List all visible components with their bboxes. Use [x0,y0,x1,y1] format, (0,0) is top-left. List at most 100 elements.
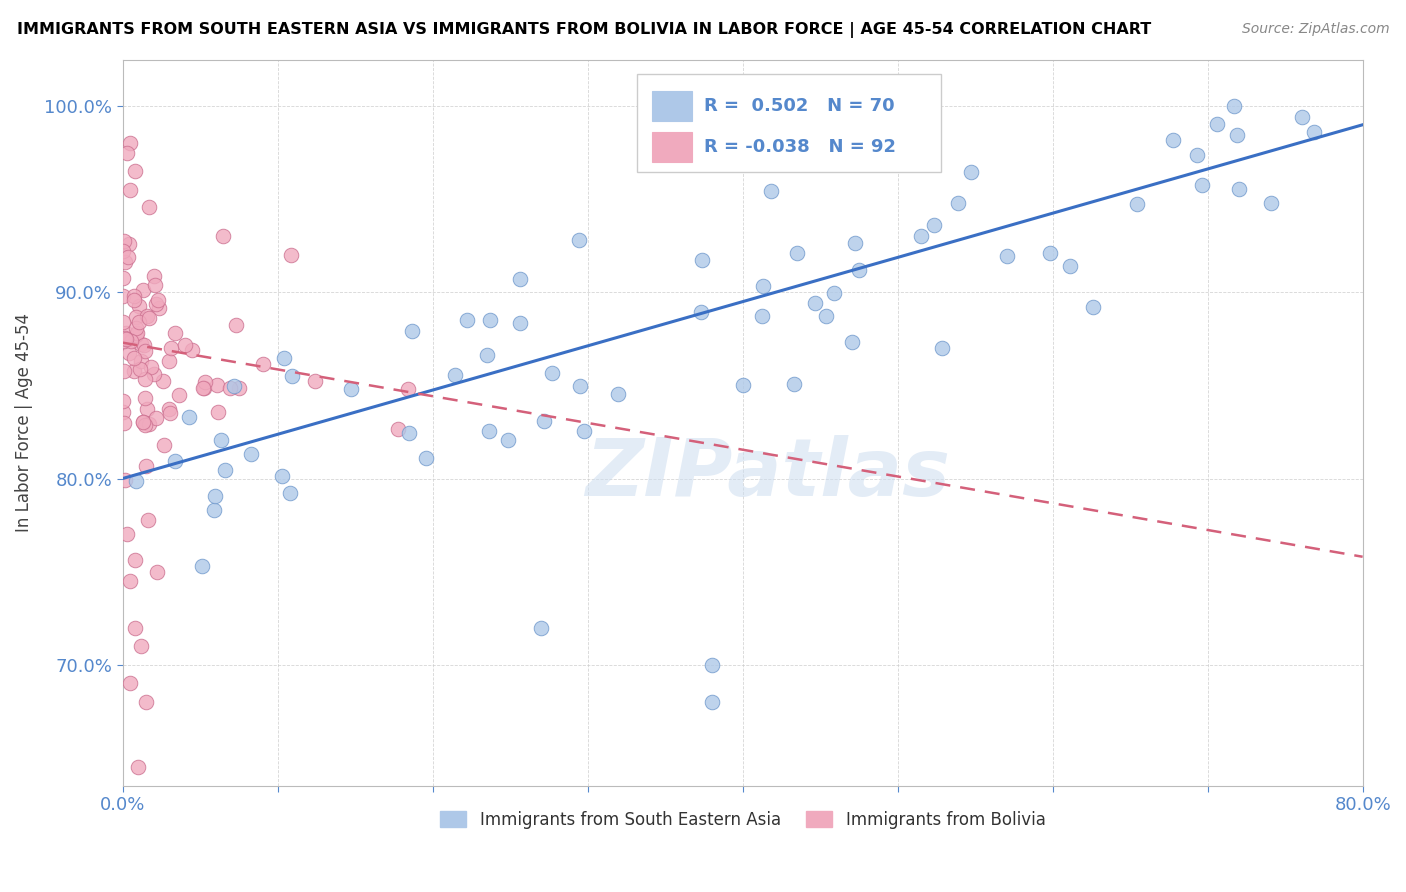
Point [111,288,134,302]
Point [995,248,1018,262]
Point [401,324,423,338]
Point [568,233,591,247]
Point [281,369,304,384]
Point [228,381,250,395]
Point [112,364,135,378]
Point [163,326,186,340]
Point [751,309,773,323]
Point [127,760,149,774]
Point [273,351,295,366]
Point [120,136,142,151]
Point [118,237,141,252]
Point [456,313,478,327]
Point [157,354,180,368]
Point [112,234,135,248]
Point [125,327,148,342]
Point [128,299,150,313]
Point [304,374,326,388]
Point [214,463,236,477]
Point [841,334,863,349]
Point [129,353,152,368]
Point [124,310,146,324]
Point [194,375,217,389]
Point [731,378,754,392]
Point [218,381,240,395]
Point [125,326,148,340]
Point [1161,133,1184,147]
Point [692,253,714,268]
Point [910,229,932,244]
Point [415,451,437,466]
Y-axis label: In Labor Force | Age 45-54: In Labor Force | Age 45-54 [15,313,32,533]
Point [782,377,804,392]
Point [225,318,247,332]
Point [700,657,723,672]
Bar [652,132,692,162]
Point [148,293,170,307]
Point [224,379,246,393]
Point [145,565,167,579]
Point [132,415,155,429]
Point [1081,300,1104,314]
Point [134,417,156,432]
Point [496,433,519,447]
Point [207,378,229,392]
Point [509,271,531,285]
Point [202,502,225,516]
Point [129,639,152,653]
Point [152,438,174,452]
Point [167,388,190,402]
Point [1206,117,1229,131]
Point [145,297,167,311]
Point [142,367,165,381]
Point [111,393,134,408]
Point [478,424,501,438]
Point [204,489,226,503]
Point [134,343,156,358]
Point [280,248,302,262]
Point [177,410,200,425]
Point [111,314,134,328]
Point [135,695,157,709]
Point [112,416,135,430]
Point [810,136,832,151]
Text: IMMIGRANTS FROM SOUTH EASTERN ASIA VS IMMIGRANTS FROM BOLIVIA IN LABOR FORCE | A: IMMIGRANTS FROM SOUTH EASTERN ASIA VS IM… [17,22,1152,38]
Point [134,372,156,386]
Point [1291,111,1313,125]
Point [533,414,555,428]
FancyBboxPatch shape [637,74,941,172]
Point [111,270,134,285]
Point [509,316,531,330]
Point [540,366,562,380]
Point [804,296,827,310]
Point [1039,246,1062,260]
Point [111,405,134,419]
Point [124,620,146,634]
Point [138,200,160,214]
Point [117,346,139,360]
Text: R =  0.502   N = 70: R = 0.502 N = 70 [704,97,894,115]
Point [152,374,174,388]
Point [115,326,138,341]
Point [114,332,136,346]
Point [122,364,145,378]
Point [124,351,146,365]
Point [1227,182,1250,196]
Point [120,334,142,348]
Point [139,359,162,374]
Point [114,473,136,487]
Point [157,401,180,416]
Point [761,184,783,198]
Point [278,486,301,500]
Point [125,474,148,488]
Bar [652,91,692,121]
Point [572,424,595,438]
Point [530,620,553,634]
Point [212,228,235,243]
Point [239,447,262,461]
Point [132,284,155,298]
Point [946,196,969,211]
Point [568,379,591,393]
Text: ZIPatlas: ZIPatlas [585,434,950,513]
Point [120,183,142,197]
